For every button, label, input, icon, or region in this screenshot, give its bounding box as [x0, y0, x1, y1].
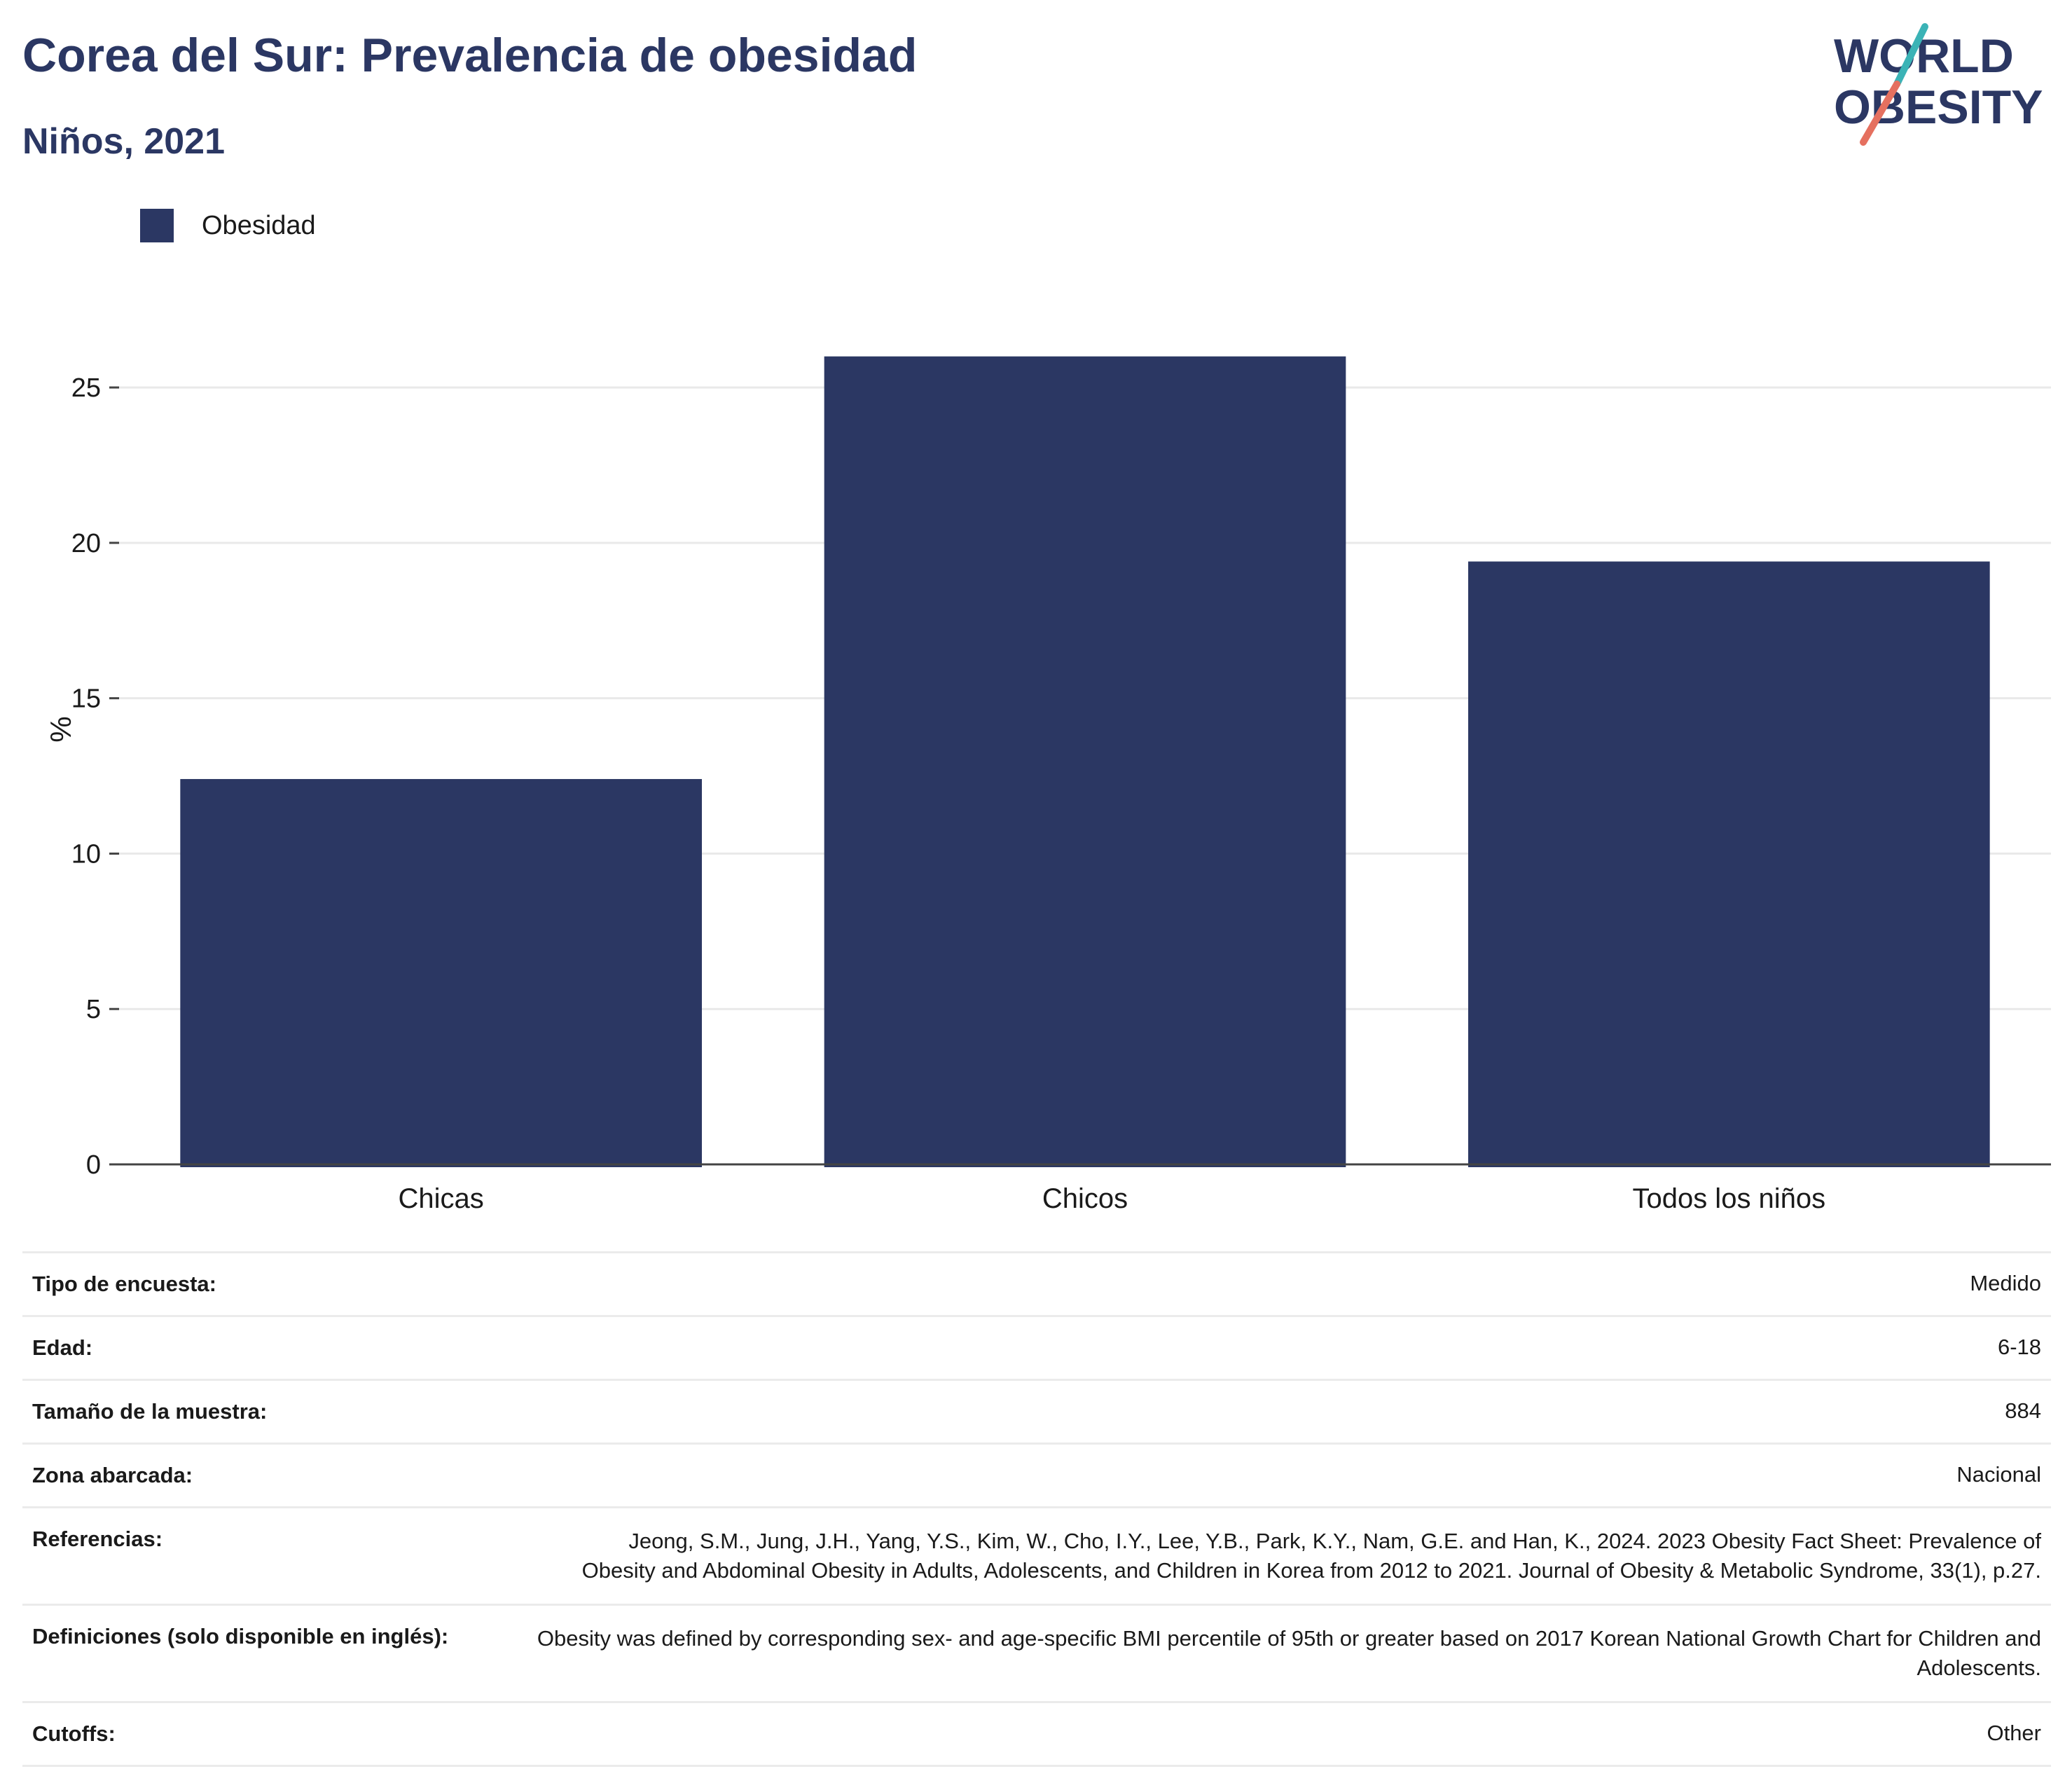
world-obesity-logo: WORLD OBESITY — [1834, 23, 2043, 146]
meta-row-definitions: Definiciones (solo disponible en inglés)… — [22, 1604, 2051, 1701]
meta-value: Medido — [1970, 1271, 2041, 1295]
chart-title: Corea del Sur: Prevalencia de obesidad — [22, 29, 918, 82]
meta-row-area: Zona abarcada: Nacional — [22, 1443, 2051, 1506]
y-tick-label: 5 — [86, 995, 101, 1024]
y-tick-label: 0 — [86, 1150, 101, 1180]
meta-label: Cutoffs: — [32, 1721, 116, 1746]
meta-row-references: Referencias: Jeong, S.M., Jung, J.H., Ya… — [22, 1506, 2051, 1604]
y-tick-label: 15 — [71, 684, 101, 714]
legend-label-obesidad: Obesidad — [202, 210, 316, 240]
meta-label: Edad: — [32, 1335, 93, 1360]
meta-value: Nacional — [1956, 1462, 2041, 1487]
meta-row-sample-size: Tamaño de la muestra: 884 — [22, 1379, 2051, 1443]
meta-value: Other — [1987, 1721, 2041, 1745]
y-tick-label: 25 — [71, 373, 101, 403]
meta-value: Jeong, S.M., Jung, J.H., Yang, Y.S., Kim… — [581, 1529, 2041, 1583]
x-tick-label: Todos los niños — [1632, 1183, 1825, 1214]
bar-chicas — [180, 778, 702, 1167]
meta-label: Referencias: — [32, 1527, 163, 1551]
y-tick-label: 10 — [71, 839, 101, 869]
meta-label: Zona abarcada: — [32, 1463, 193, 1487]
x-tick-label: Chicas — [399, 1183, 484, 1214]
y-axis-label: % — [44, 716, 77, 742]
legend-swatch-obesidad — [140, 209, 174, 242]
bar-chicos — [824, 356, 1346, 1167]
logo-coral-stroke — [1860, 81, 1900, 146]
meta-row-survey-type: Tipo de encuesta: Medido — [22, 1251, 2051, 1315]
chart-legend[interactable]: Obesidad — [140, 209, 316, 242]
meta-row-cutoffs: Cutoffs: Other — [22, 1701, 2051, 1767]
logo-line2: OBESITY — [1834, 81, 2043, 134]
meta-value: Obesity was defined by corresponding sex… — [537, 1626, 2041, 1680]
y-tick-label: 20 — [71, 529, 101, 558]
bar-chart: 0 5 10 15 20 25% Chicas Chicos Todos los niños — [44, 356, 2051, 1214]
meta-value: 6-18 — [1997, 1335, 2041, 1359]
logo-line1: WORLD — [1834, 29, 2014, 83]
survey-metadata-table: Tipo de encuesta: Medido Edad: 6-18 Tama… — [22, 1251, 2051, 1767]
meta-label: Tamaño de la muestra: — [32, 1399, 268, 1424]
bar-todos-los-niños — [1468, 561, 1990, 1167]
chart-subtitle: Niños, 2021 — [22, 121, 226, 162]
meta-value: 884 — [2005, 1398, 2041, 1423]
meta-row-age: Edad: 6-18 — [22, 1315, 2051, 1379]
x-tick-label: Chicos — [1042, 1183, 1128, 1214]
meta-label: Tipo de encuesta: — [32, 1272, 216, 1296]
logo-teal-stroke — [1893, 23, 1928, 88]
meta-label: Definiciones (solo disponible en inglés)… — [32, 1624, 449, 1648]
